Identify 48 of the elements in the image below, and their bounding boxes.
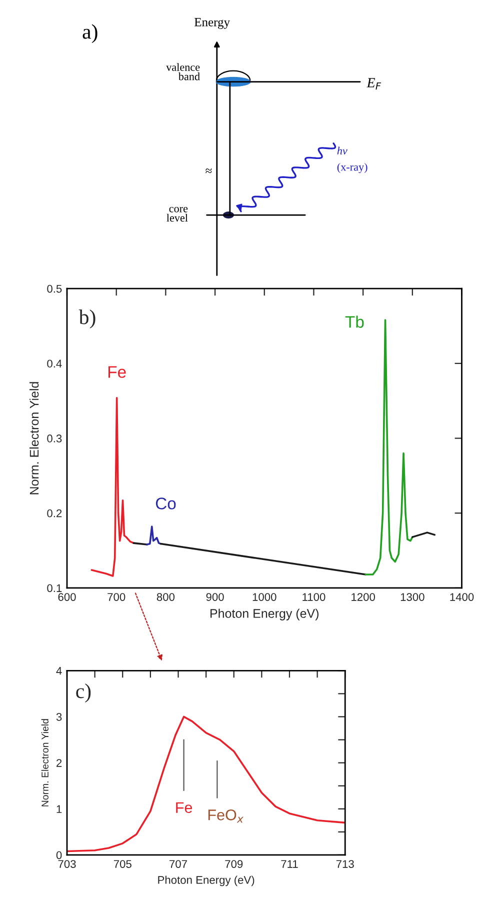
x-tick-label: 705 bbox=[114, 860, 132, 868]
y-tick-label: 1 bbox=[56, 805, 62, 813]
text: core level bbox=[166, 206, 188, 222]
y-tick-label: 0.2 bbox=[47, 509, 62, 518]
text: valence band bbox=[166, 63, 200, 80]
y-tick-label: 2 bbox=[56, 759, 62, 767]
line-series bbox=[146, 526, 162, 546]
series-label: Tb bbox=[345, 316, 364, 328]
x-tick-label: 1400 bbox=[450, 593, 474, 601]
y-tick-label: 0.5 bbox=[47, 284, 62, 293]
x-tick-label: 707 bbox=[170, 860, 187, 868]
series-label: Co bbox=[156, 498, 176, 510]
series-label: Fe bbox=[108, 366, 126, 378]
x-tick-label: 713 bbox=[336, 860, 354, 868]
y-tick-label: 0.1 bbox=[47, 584, 62, 592]
x-tick-label: 1000 bbox=[252, 593, 276, 601]
text: ≈ bbox=[206, 168, 212, 174]
y-tick-label: 3 bbox=[56, 712, 62, 721]
text: hν bbox=[337, 146, 348, 155]
y-tick-label: 0 bbox=[56, 851, 62, 860]
x-tick-label: 700 bbox=[108, 593, 126, 601]
x-axis-title: Photon Energy (eV) bbox=[210, 608, 318, 620]
line-series bbox=[67, 716, 346, 852]
x-axis-title: Photon Energy (eV) bbox=[158, 876, 254, 886]
annotation: Fe bbox=[176, 802, 192, 813]
annotation: b) bbox=[78, 310, 96, 328]
line-series bbox=[364, 319, 414, 576]
y-axis-title: Norm. Electron Yield bbox=[29, 382, 39, 494]
annotation: c) bbox=[76, 684, 91, 702]
x-tick-label: 703 bbox=[58, 860, 76, 868]
x-tick-label: 600 bbox=[58, 593, 76, 601]
annotation: FeO$_{x}$ bbox=[208, 810, 244, 823]
x-tick-label: 711 bbox=[281, 860, 298, 868]
x-tick-label: 800 bbox=[156, 593, 175, 601]
y-axis-title: Norm. Electron Yield bbox=[41, 719, 48, 806]
x-tick-label: 709 bbox=[225, 860, 243, 868]
line-series bbox=[90, 396, 135, 577]
x-tick-label: 1100 bbox=[302, 593, 326, 601]
text: Energy bbox=[194, 18, 230, 29]
y-tick-label: 4 bbox=[56, 667, 62, 675]
y-tick-label: 0.3 bbox=[47, 434, 62, 442]
text: E$_{F}$ bbox=[366, 78, 382, 90]
text: (x-ray) bbox=[337, 162, 368, 174]
text: a) bbox=[82, 24, 98, 44]
x-tick-label: 900 bbox=[206, 593, 224, 601]
x-tick-label: 1300 bbox=[400, 593, 424, 601]
x-tick-label: 1200 bbox=[352, 593, 375, 601]
y-tick-label: 0.4 bbox=[47, 360, 62, 368]
